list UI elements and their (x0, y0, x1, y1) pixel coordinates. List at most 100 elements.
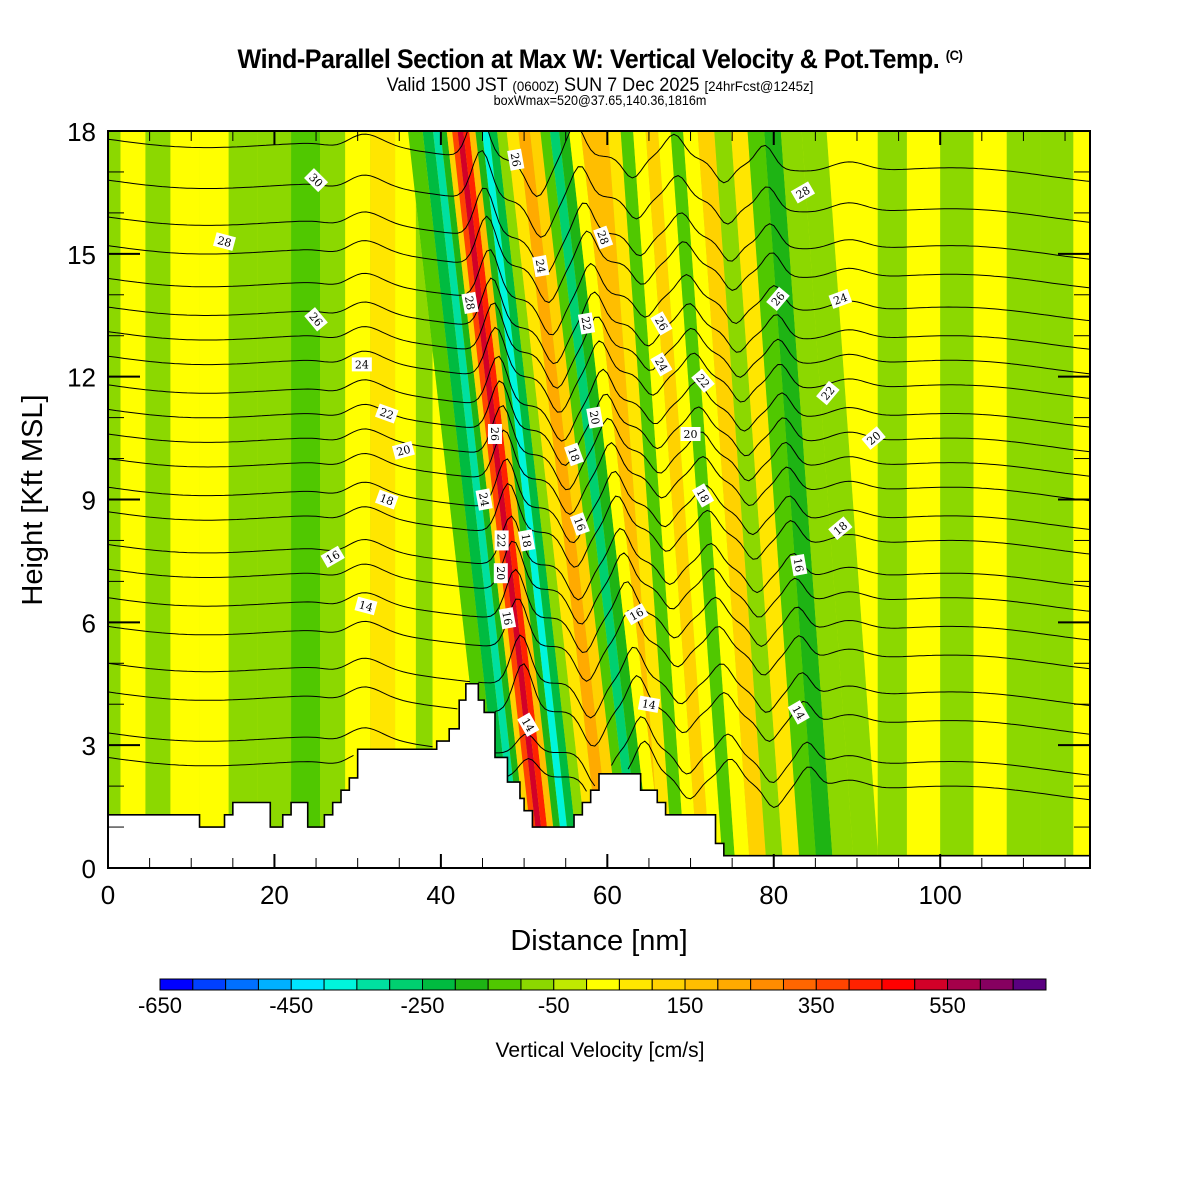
colorbar-tick-label: -50 (538, 993, 570, 1018)
w-band (452, 131, 540, 868)
w-band (580, 131, 664, 868)
theta-contour (108, 355, 1090, 442)
contour-label: 14 (517, 712, 540, 737)
valid-time-utc: (0600Z) (512, 78, 559, 94)
colorbar-swatch (225, 978, 259, 991)
contour-label-box (374, 489, 399, 510)
theta-contour (108, 249, 1090, 336)
x-tick-label: 80 (759, 880, 788, 910)
w-band (940, 131, 974, 868)
contour-label-text: 14 (357, 598, 374, 614)
w-band (475, 131, 565, 868)
contour-label: 22 (494, 530, 509, 551)
contour-label-text: 24 (355, 358, 369, 371)
contour-label: 22 (577, 312, 596, 335)
contour-label-box (354, 596, 378, 616)
contour-label-box (213, 232, 236, 251)
contour-label-box (487, 423, 502, 444)
chart-subtitle-2: boxWmax=520@37.65,140.36,1816m (493, 92, 707, 108)
contour-label-text: 24 (652, 355, 670, 374)
colorbar-swatch (356, 978, 391, 991)
contour-label-text: 22 (578, 316, 593, 332)
contour-label: 18 (374, 489, 399, 510)
colorbar-swatch (947, 978, 981, 991)
colorbar-tick-label: 350 (798, 993, 835, 1018)
contour-label-text: 16 (791, 557, 806, 573)
contour-label: 20 (586, 406, 604, 429)
contour-label: 28 (461, 291, 479, 315)
terrain-outline (108, 682, 1090, 857)
w-band (780, 131, 855, 868)
w-band (291, 131, 321, 868)
contour-label: 16 (569, 512, 590, 536)
y-axis-label: Height [Kft MSL] (17, 394, 49, 605)
y-tick-label: 6 (82, 608, 96, 638)
contour-label-box (828, 288, 853, 309)
colorbar-swatch (192, 978, 227, 991)
theta-contour (108, 568, 1090, 654)
theta-contour (478, 634, 1090, 719)
contour-label-text: 16 (499, 610, 514, 626)
colorbar (159, 978, 1047, 991)
contour-label-text: 28 (794, 184, 813, 202)
w-band (257, 131, 292, 868)
theta-contour (108, 458, 1090, 544)
colorbar-tick-label: 550 (929, 993, 966, 1018)
copyright-mark: (C) (945, 47, 963, 63)
theta-contour (108, 131, 1090, 198)
theta-contour (108, 515, 1090, 601)
colorbar-swatch (684, 978, 719, 991)
colorbar-swatch (454, 978, 489, 991)
contour-label-text: 26 (488, 427, 501, 441)
contour-label-box (532, 255, 550, 278)
theta-contour (611, 716, 1090, 784)
colorbar-tick-labels: -650 -450 -250 -50 150 350 550 (138, 993, 966, 1018)
contour-label-text: 16 (571, 515, 588, 533)
contour-label: 24 (532, 255, 550, 278)
contour-label-text: 22 (378, 405, 396, 422)
contour-label-text: 26 (508, 152, 523, 168)
w-band (826, 131, 880, 868)
contour-label: 28 (213, 232, 236, 251)
contour-label: 16 (624, 603, 649, 626)
contour-label-box (861, 426, 886, 450)
contour-label-box (564, 442, 585, 467)
w-band (1006, 131, 1041, 868)
w-band (170, 131, 200, 868)
theta-contour (627, 740, 1090, 809)
valid-time-local: Valid 1500 JST (386, 75, 508, 96)
x-tick-label: 0 (101, 880, 115, 910)
contour-label: 16 (790, 553, 808, 577)
theta-contour (108, 149, 1090, 238)
w-band (457, 131, 546, 868)
contour-label-text: 22 (495, 533, 508, 547)
chart-title: Wind-Parallel Section at Max W: Vertical… (42, 44, 1158, 75)
x-axis-label: Distance [nm] (510, 925, 687, 957)
w-band (540, 131, 633, 868)
theta-contours (108, 131, 1090, 809)
contour-label-text: 28 (462, 295, 477, 311)
x-tick-label: 60 (593, 880, 622, 910)
forecast-info: [24hrFcst@1245z] (704, 78, 814, 94)
colorbar-swatch (782, 978, 817, 991)
w-band (320, 131, 346, 868)
contour-label-box (493, 563, 508, 584)
contour-label-box (304, 168, 329, 193)
contour-label-text: 18 (518, 533, 533, 549)
y-tick-label: 3 (82, 731, 96, 761)
contour-label-box (691, 368, 715, 393)
w-band (489, 131, 580, 868)
colorbar-swatch (553, 978, 588, 991)
contour-label-text: 18 (565, 446, 582, 464)
contour-label: 22 (374, 403, 399, 424)
theta-contour (108, 754, 354, 767)
contour-label: 24 (828, 288, 853, 309)
contour-label-text: 28 (594, 229, 611, 247)
colorbar-tick-label: -450 (269, 993, 313, 1018)
w-band (620, 131, 686, 868)
contour-label-text: 20 (395, 443, 412, 459)
contour-label-box (577, 312, 596, 335)
theta-contour (108, 657, 471, 683)
contour-label: 20 (680, 426, 701, 441)
